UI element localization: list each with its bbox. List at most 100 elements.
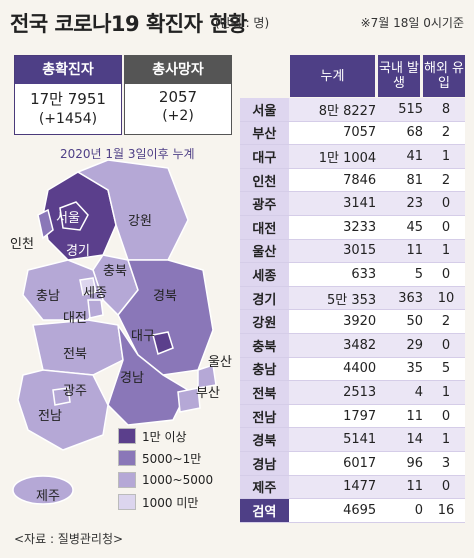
total-confirmed-delta: (+1454): [38, 111, 98, 127]
total-deaths-box: 총사망자 2057 (+2): [124, 55, 232, 135]
table-row: 전남 1797 11 0: [240, 404, 465, 429]
total-confirmed-value: 17만 7951: [30, 90, 106, 108]
korea-map: 서울 인천 경기 강원 충북 세종 충남 대전 경북 대구 전북 울산 경남 부…: [10, 160, 232, 505]
map-label-gangwon: 강원: [128, 214, 152, 229]
cell-region: 대구: [240, 145, 289, 168]
region-daejeon: [87, 299, 104, 319]
cell-overseas: 1: [441, 432, 451, 448]
region-sejong: [79, 277, 97, 296]
cell-overseas: 10: [437, 290, 455, 306]
map-label-gyeonggi: 경기: [66, 244, 90, 259]
cell-domestic: 11: [406, 243, 424, 259]
legend-item: 1000 미만: [118, 491, 213, 513]
region-jeonnam: [17, 369, 109, 451]
legend-label: 1000 미만: [142, 495, 199, 510]
cell-total: 7846: [343, 172, 377, 188]
map-label-ulsan: 울산: [208, 355, 232, 370]
cell-total: 3015: [343, 243, 377, 259]
cell-overseas: 16: [437, 502, 455, 518]
cell-total: 3233: [343, 219, 377, 235]
table-row: 전북 2513 4 1: [240, 381, 465, 405]
region-jeju: [12, 475, 74, 505]
cell-total: 3141: [343, 196, 377, 212]
legend-item: 1만 이상: [118, 425, 213, 447]
cell-region: 전북: [240, 381, 289, 404]
legend-label: 1000~5000: [142, 473, 214, 487]
table-row: 광주 3141 23 0: [240, 192, 465, 216]
basis-note: ※7월 18일 0시기준: [360, 16, 464, 30]
cell-total: 1797: [343, 408, 377, 424]
cell-domestic: 11: [406, 479, 424, 495]
legend-swatch: [118, 450, 136, 466]
table-row: 강원 3920 50 2: [240, 310, 465, 334]
cell-domestic: 96: [406, 455, 424, 471]
cell-region: 경남: [240, 451, 289, 475]
cell-region: 경기: [240, 286, 289, 310]
cell-region: 검역: [240, 499, 289, 522]
legend-swatch: [118, 472, 136, 488]
cell-region: 충남: [240, 357, 289, 381]
cell-domestic: 14: [406, 432, 424, 448]
cell-total: 1477: [343, 479, 377, 495]
cell-domestic: 23: [406, 196, 424, 212]
cell-region: 경북: [240, 428, 289, 451]
cell-domestic: 41: [406, 148, 424, 164]
table-row: 울산 3015 11 1: [240, 239, 465, 264]
map-label-gyeongnam: 경남: [120, 371, 144, 386]
cell-region: 대전: [240, 215, 289, 239]
cell-total: 633: [351, 266, 377, 282]
cell-region: 인천: [240, 168, 289, 192]
cell-overseas: 2: [441, 125, 451, 141]
cell-region: 울산: [240, 239, 289, 263]
map-legend: 1만 이상 5000~1만 1000~5000 1000 미만: [118, 425, 213, 513]
cell-domestic: 81: [406, 172, 424, 188]
total-deaths-label: 총사망자: [125, 56, 231, 84]
cell-total: 1만 1004: [318, 150, 377, 166]
map-label-gwangju: 광주: [63, 384, 87, 399]
cell-total: 4695: [343, 502, 377, 518]
table-row: 서울 8만 8227 515 8: [240, 98, 465, 122]
table-row: 검역 4695 0 16: [240, 499, 465, 523]
table-row: 세종 633 5 0: [240, 263, 465, 287]
cell-overseas: 1: [441, 243, 451, 259]
region-gwangju: [52, 387, 71, 406]
cell-domestic: 5: [414, 266, 424, 282]
cell-region: 제주: [240, 475, 289, 499]
table-row: 경남 6017 96 3: [240, 451, 465, 476]
cell-overseas: 3: [441, 455, 451, 471]
table-row: 경기 5만 353 363 10: [240, 286, 465, 311]
table-row: 경북 5141 14 1: [240, 428, 465, 452]
cell-domestic: 35: [406, 361, 424, 377]
cell-domestic: 29: [406, 337, 424, 353]
cell-domestic: 363: [398, 290, 424, 306]
total-confirmed-label: 총확진자: [15, 56, 121, 84]
region-gyeongbuk: [117, 259, 214, 376]
cell-overseas: 0: [441, 219, 451, 235]
table-header: 누계 국내 발생 해외 유입: [290, 55, 465, 97]
map-label-jeonnam: 전남: [38, 409, 62, 424]
cell-overseas: 0: [441, 337, 451, 353]
map-label-seoul: 서울: [56, 211, 80, 226]
cell-region: 세종: [240, 263, 289, 286]
cell-total: 3920: [343, 314, 377, 330]
cell-total: 6017: [343, 455, 377, 471]
cell-overseas: 2: [441, 172, 451, 188]
cell-overseas: 8: [441, 101, 451, 117]
table-row: 대전 3233 45 0: [240, 215, 465, 240]
legend-label: 5000~1만: [142, 451, 202, 466]
legend-label: 1만 이상: [142, 429, 187, 444]
legend-item: 5000~1만: [118, 447, 213, 469]
column-header-overseas: 해외 유입: [423, 55, 465, 97]
since-note: 2020년 1월 3일이후 누계: [60, 147, 195, 161]
map-label-chungbuk: 충북: [103, 264, 127, 279]
table-row: 부산 7057 68 2: [240, 121, 465, 146]
legend-swatch: [118, 428, 136, 444]
cell-domestic: 515: [398, 101, 424, 117]
table-row: 인천 7846 81 2: [240, 168, 465, 193]
region-busan: [177, 387, 201, 413]
map-label-daejeon: 대전: [63, 311, 87, 326]
cell-region: 광주: [240, 192, 289, 215]
region-incheon: [37, 208, 54, 240]
cell-total: 3482: [343, 337, 377, 353]
cell-region: 전남: [240, 404, 289, 428]
